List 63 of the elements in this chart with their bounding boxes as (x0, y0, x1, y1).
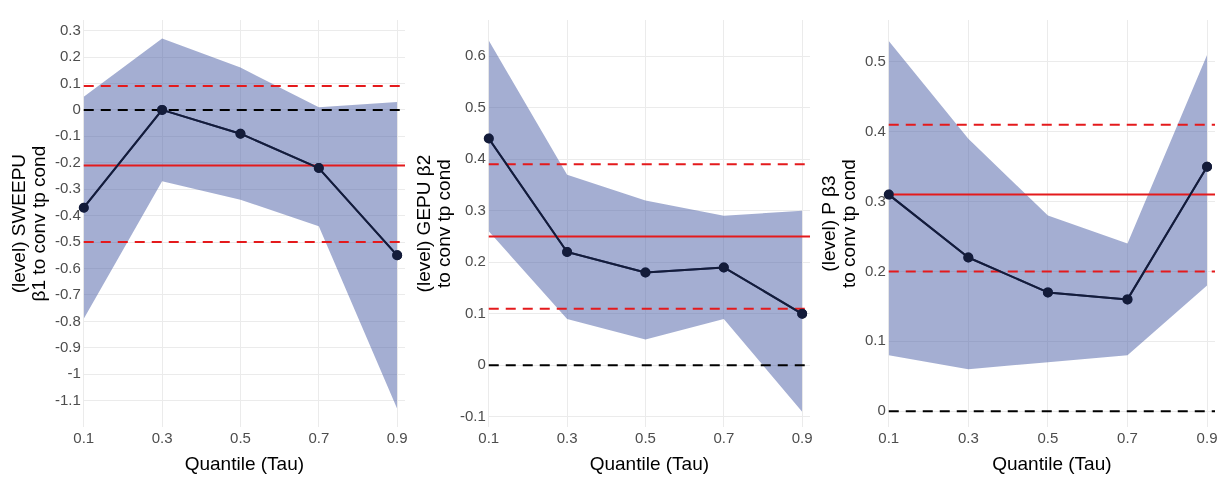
y-tick-label: 0.4 (464, 149, 486, 167)
point (797, 308, 808, 319)
point (963, 252, 974, 263)
y-tick-label: 0.2 (464, 252, 486, 270)
x-tick-label: 0.9 (386, 429, 408, 447)
y-axis-title: (level) SWEEPU β1 to conv tp cond (8, 145, 50, 302)
x-tick-label: 0.1 (478, 429, 500, 447)
y-tick-label: -0.3 (54, 179, 81, 197)
point (313, 163, 324, 174)
y-tick-label: -0.5 (54, 232, 81, 250)
y-tick-label: 0 (877, 401, 886, 419)
y-tick-label: 0.4 (864, 121, 886, 139)
x-axis-title: Quantile (Tau) (992, 452, 1112, 474)
x-tick-label: 0.7 (1117, 429, 1138, 447)
y-axis-title: (level) P β3 to conv tp cond (818, 159, 860, 289)
y-tick-label: 0.3 (59, 20, 81, 38)
y-tick-label: 0.1 (464, 303, 486, 321)
point (392, 250, 403, 261)
y-tick-label: 0.3 (864, 191, 886, 209)
y-tick-label: 0.1 (59, 73, 81, 91)
point (1202, 161, 1213, 172)
x-tick-label: 0.5 (1037, 429, 1059, 447)
y-tick-label: -1.1 (54, 390, 81, 408)
y-tick-label: 0.2 (864, 261, 886, 279)
y-tick-label: -0.4 (54, 205, 81, 223)
x-tick-label: 0.3 (151, 429, 173, 447)
y-tick-label: -0.2 (54, 152, 81, 170)
y-tick-label: -1 (67, 364, 81, 382)
point (883, 189, 894, 200)
y-tick-label: 0 (477, 355, 486, 373)
x-tick-label: 0.3 (957, 429, 979, 447)
point (718, 262, 729, 273)
x-tick-label: 0.5 (635, 429, 656, 447)
point (157, 104, 168, 115)
y-tick-label: -0.9 (54, 338, 81, 356)
point (1042, 287, 1053, 298)
x-tick-label: 0.5 (230, 429, 251, 447)
x-axis-title: Quantile (Tau) (184, 452, 305, 474)
x-tick-label: 0.3 (556, 429, 578, 447)
y-tick-label: 0.2 (59, 47, 81, 65)
point (562, 246, 573, 257)
point (483, 133, 494, 144)
y-tick-label: -0.7 (54, 285, 81, 303)
x-tick-label: 0.1 (878, 429, 900, 447)
x-tick-label: 0.7 (713, 429, 735, 447)
y-tick-label: 0.6 (464, 46, 486, 64)
y-tick-label: -0.8 (54, 311, 81, 329)
y-tick-label: 0.1 (864, 331, 886, 349)
x-tick-label: 0.7 (308, 429, 330, 447)
x-tick-label: 0.9 (791, 429, 813, 447)
y-tick-label: 0.3 (464, 200, 486, 218)
y-tick-label: 0.5 (464, 97, 486, 115)
point (640, 267, 651, 278)
y-tick-label: 0 (72, 100, 81, 118)
y-tick-label: 0.5 (864, 52, 886, 70)
y-tick-label: -0.6 (54, 258, 81, 276)
point (1122, 294, 1133, 305)
x-tick-label: 0.9 (1196, 429, 1218, 447)
y-tick-label: -0.1 (54, 126, 81, 144)
y-axis-title: (level) GEPU β2 to conv tp cond (413, 154, 455, 293)
y-tick-label: -0.1 (459, 407, 486, 425)
x-axis-title: Quantile (Tau) (589, 452, 710, 474)
point (235, 128, 246, 139)
